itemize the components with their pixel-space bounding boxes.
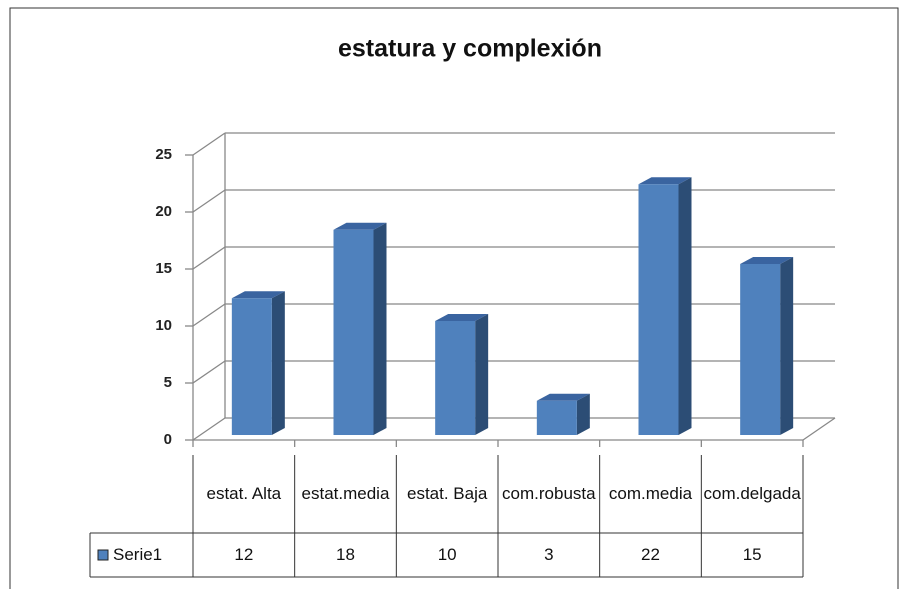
bar-side (271, 291, 285, 435)
grid-diagonal (192, 303, 226, 327)
bar-side (475, 314, 489, 435)
y-tick-label: 5 (164, 374, 172, 391)
bar-top (333, 222, 387, 230)
bar-front (231, 298, 272, 435)
bar (333, 222, 387, 435)
frame (9, 7, 899, 589)
bar-front (435, 321, 476, 435)
y-tick-label: 10 (155, 317, 172, 334)
bar-side (576, 393, 590, 435)
grid-diagonal (192, 360, 226, 384)
table-value: 18 (336, 545, 355, 564)
table-value: 22 (641, 545, 660, 564)
x-tick-label: com.media (608, 484, 693, 503)
x-tick-label: estat. Alta (206, 484, 282, 503)
bar-top (638, 177, 692, 185)
grid-diagonal (192, 246, 226, 270)
y-tick-label: 15 (155, 260, 172, 277)
bar-side (373, 222, 387, 435)
bar-side (678, 177, 692, 435)
chart-title: estatura y complexión (338, 35, 602, 63)
legend-label: Serie1 (113, 545, 163, 564)
bar-front (333, 229, 374, 435)
bar-top (536, 393, 590, 401)
bar (536, 393, 590, 435)
x-tick-label: estat.media (301, 484, 390, 503)
y-tick-label: 20 (155, 203, 172, 220)
bar (740, 257, 794, 435)
floor-right (802, 417, 836, 441)
legend-key (97, 549, 109, 561)
bar-front (536, 400, 577, 435)
y-tick-label: 25 (155, 146, 172, 163)
bar-top (231, 291, 285, 299)
table-value: 10 (437, 545, 457, 564)
grid-diagonal (192, 189, 226, 213)
bar-top (740, 257, 794, 264)
bar (638, 177, 692, 435)
x-tick-label: com.delgada (703, 484, 801, 503)
bar-front (638, 184, 679, 435)
y-tick-label: 0 (164, 431, 172, 448)
x-tick-label: com.robusta (502, 484, 596, 503)
grid-diagonal (192, 132, 226, 156)
table-value: 15 (742, 545, 762, 564)
bar-front (740, 264, 781, 435)
table-value: 12 (234, 545, 254, 564)
x-tick-label: estat. Baja (406, 484, 488, 503)
table-value: 3 (544, 545, 554, 564)
bar-top (435, 314, 489, 321)
bar (435, 314, 489, 435)
bar (231, 291, 285, 435)
grid-diagonal (192, 417, 226, 441)
bar-side (780, 257, 794, 435)
